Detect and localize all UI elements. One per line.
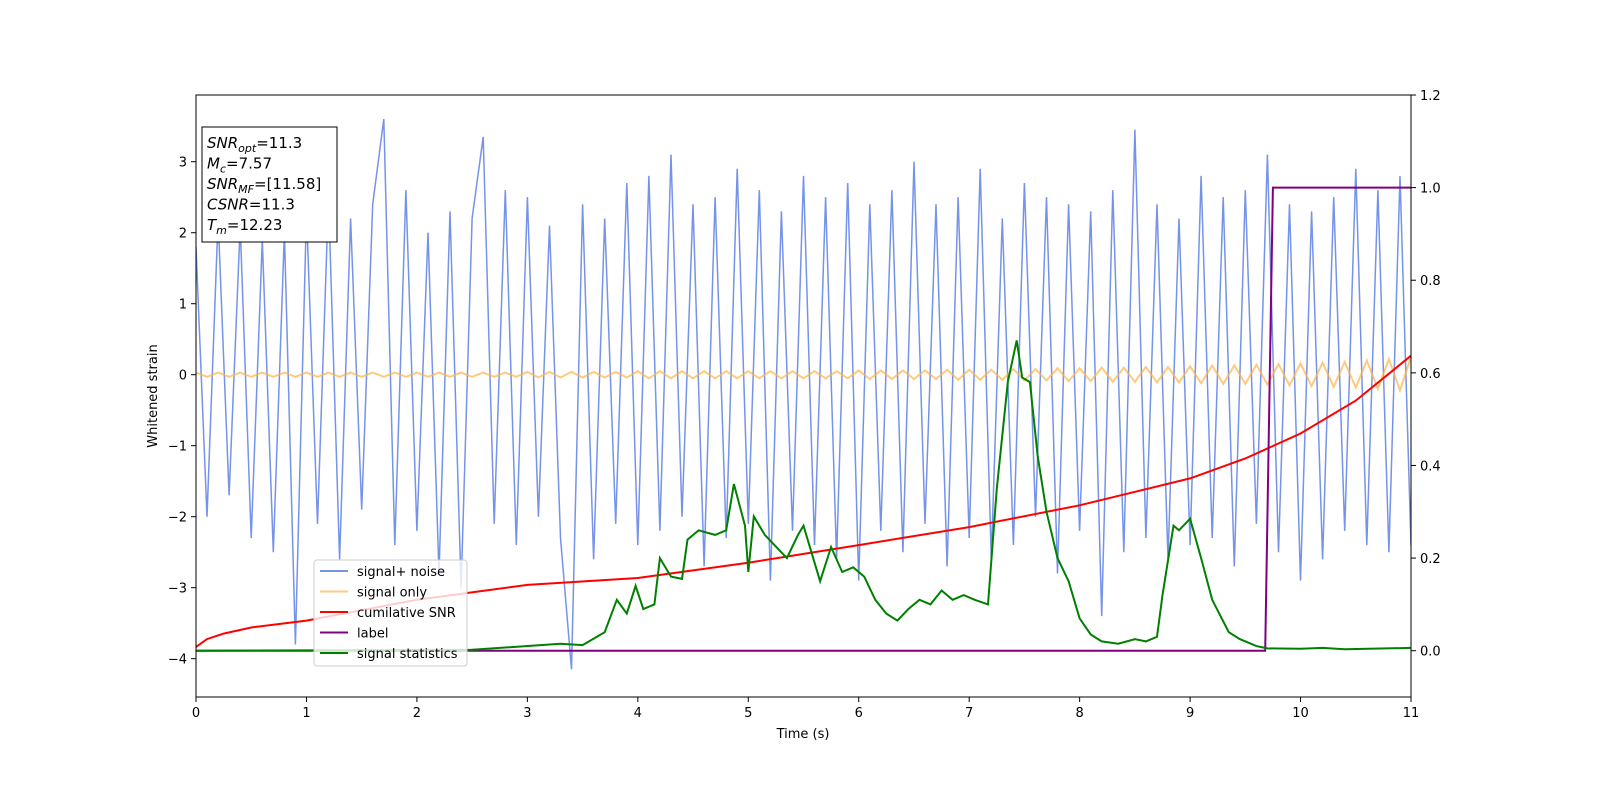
annotation-base: M: [207, 155, 220, 173]
legend-label: signal+ noise: [357, 565, 445, 580]
series-line: [196, 356, 1411, 394]
annotation-value: =11.3: [256, 134, 302, 152]
x-tick-label: 4: [634, 706, 642, 721]
annotation-value: =[11.58]: [254, 175, 321, 193]
annotation-value: =12.23: [227, 216, 283, 234]
series-line: [196, 340, 1411, 652]
y2-tick-label: 0.2: [1420, 552, 1441, 567]
y2-tick-label: 0.4: [1420, 459, 1441, 474]
x-tick-label: 7: [965, 706, 973, 721]
annotation-sub: m: [216, 224, 227, 237]
y2-tick-label: 1.2: [1420, 89, 1441, 104]
annotation-value: =7.57: [226, 155, 272, 173]
plot-frame: [195, 94, 1412, 698]
annotation-text: Tm=12.23: [207, 216, 282, 237]
y-tick-label: 2: [179, 227, 187, 242]
y-tick-label: −1: [168, 440, 187, 455]
series-line: [196, 186, 1411, 652]
y-tick-label: 1: [179, 298, 187, 313]
y2-tick-label: 0.6: [1420, 367, 1441, 382]
x-tick-label: 8: [1075, 706, 1083, 721]
annotation-text: Mc=7.57: [207, 155, 272, 176]
series-line: [196, 119, 1411, 670]
annotation-sub: opt: [238, 142, 257, 155]
x-tick-label: 1: [302, 706, 310, 721]
y-tick-label: 0: [179, 369, 187, 384]
x-tick-label: 11: [1403, 706, 1420, 721]
y2-tick-label: 0.0: [1420, 645, 1441, 660]
legend-label: cumilative SNR: [357, 606, 456, 621]
y2-tick-label: 0.8: [1420, 274, 1441, 289]
x-axis-label: Time (s): [776, 727, 830, 742]
x-tick-label: 3: [523, 706, 531, 721]
x-tick-label: 9: [1186, 706, 1194, 721]
y2-tick-label: 1.0: [1420, 182, 1441, 197]
y-axis-label: Whitened strain: [146, 344, 161, 447]
annotation-value: =11.3: [249, 196, 295, 214]
x-tick-label: 0: [192, 706, 200, 721]
legend-box: [313, 559, 468, 667]
annotation-sub: c: [220, 163, 226, 176]
y-tick-label: −2: [168, 511, 187, 526]
y-tick-label: −4: [168, 653, 187, 668]
annotation-text: SNRMF=[11.58]: [207, 175, 321, 196]
y-tick-label: −3: [168, 582, 187, 597]
legend-label: signal only: [357, 586, 427, 601]
x-tick-label: 6: [855, 706, 863, 721]
annotation-text: CSNR=11.3: [207, 196, 295, 214]
annotation-base: CSNR: [207, 196, 249, 214]
annotation-base: T: [207, 216, 218, 234]
y-tick-label: 3: [179, 156, 187, 171]
annotation-sub: MF: [238, 183, 254, 196]
annotation-box: [201, 126, 338, 243]
annotation-base: SNR: [207, 134, 238, 152]
x-tick-label: 2: [413, 706, 421, 721]
x-tick-label: 5: [744, 706, 752, 721]
legend-label: signal statistics: [357, 647, 458, 662]
annotation-base: SNR: [207, 175, 238, 193]
annotation-text: SNRopt=11.3: [207, 134, 302, 155]
x-tick-label: 10: [1292, 706, 1309, 721]
legend-label: label: [357, 627, 388, 642]
